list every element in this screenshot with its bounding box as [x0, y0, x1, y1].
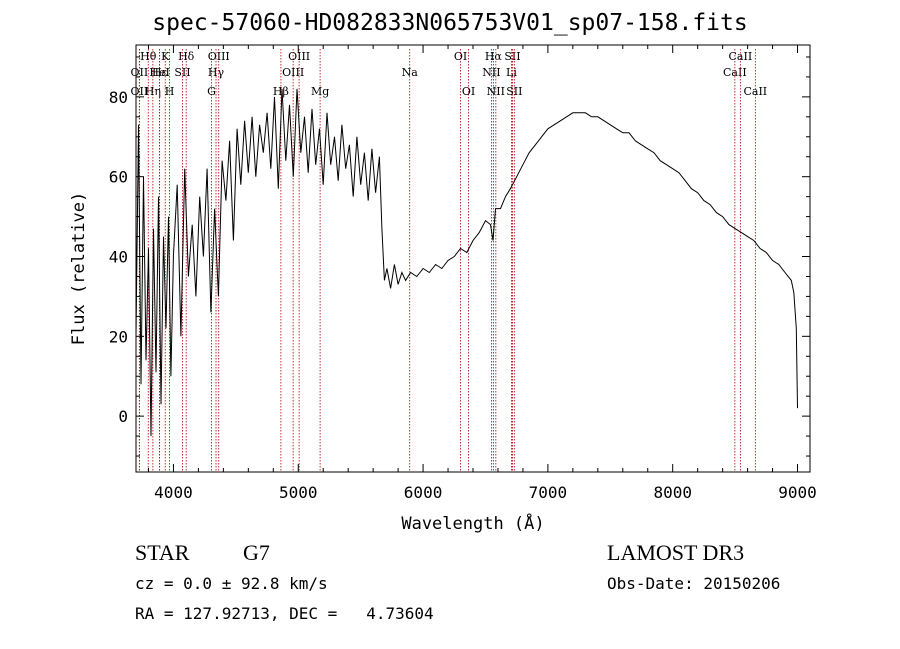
line-label: OI [462, 85, 475, 98]
line-label: OIII [288, 50, 310, 63]
x-tick-label: 4000 [154, 483, 193, 502]
object-subclass: G7 [243, 540, 270, 565]
line-label: K [161, 50, 170, 63]
line-label: Hβ [273, 85, 289, 98]
observation-date: Obs-Date: 20150206 [607, 574, 781, 593]
object-class: STAR [135, 540, 190, 565]
line-label: HeI [149, 66, 169, 79]
line-label: SII [506, 85, 522, 98]
y-tick-label: 20 [109, 327, 128, 346]
redshift-velocity: cz = 0.0 ± 92.8 km/s [135, 574, 328, 593]
line-label: Hθ [140, 50, 157, 63]
line-label: OII [131, 66, 149, 79]
line-label: Hα [485, 50, 503, 63]
line-label: Na [402, 66, 419, 79]
x-tick-label: 7000 [529, 483, 568, 502]
line-label: CaII [743, 85, 767, 98]
line-label: NII [487, 85, 505, 98]
line-label: G [207, 85, 216, 98]
survey-name: LAMOST DR3 [607, 540, 745, 565]
line-label: Mg [311, 85, 329, 98]
plot-frame [135, 44, 811, 473]
line-label: CaII [729, 50, 753, 63]
line-label: Hη [145, 85, 161, 98]
x-tick-label: 6000 [404, 483, 443, 502]
line-label: SII [504, 50, 520, 63]
y-tick-label: 60 [109, 168, 128, 187]
line-label: OIII [208, 50, 230, 63]
line-label: Hγ [208, 66, 225, 79]
x-tick-label: 8000 [653, 483, 692, 502]
line-label: Li [506, 66, 517, 79]
y-tick-label: 40 [109, 248, 128, 267]
y-tick-label: 80 [109, 88, 128, 107]
line-label: Hδ [178, 50, 195, 63]
line-label: Hε [152, 66, 168, 79]
x-tick-label: 5000 [279, 483, 318, 502]
line-label: OIII [282, 66, 304, 79]
x-axis-label: Wavelength (Å) [401, 512, 544, 534]
y-axis-label: Flux (relative) [69, 192, 89, 346]
line-label: H [165, 85, 175, 98]
x-tick-label: 9000 [778, 483, 817, 502]
coordinates: RA = 127.92713, DEC = 4.73604 [135, 604, 434, 623]
line-label: OII [131, 85, 149, 98]
chart-title: spec-57060-HD082833N065753V01_sp07-158.f… [152, 10, 748, 36]
y-tick-label: 0 [118, 407, 128, 426]
spectrum-line [135, 88, 798, 437]
line-label: NII [482, 66, 500, 79]
line-label: CaII [723, 66, 747, 79]
line-label: SII [174, 66, 190, 79]
line-label: OI [454, 50, 467, 63]
